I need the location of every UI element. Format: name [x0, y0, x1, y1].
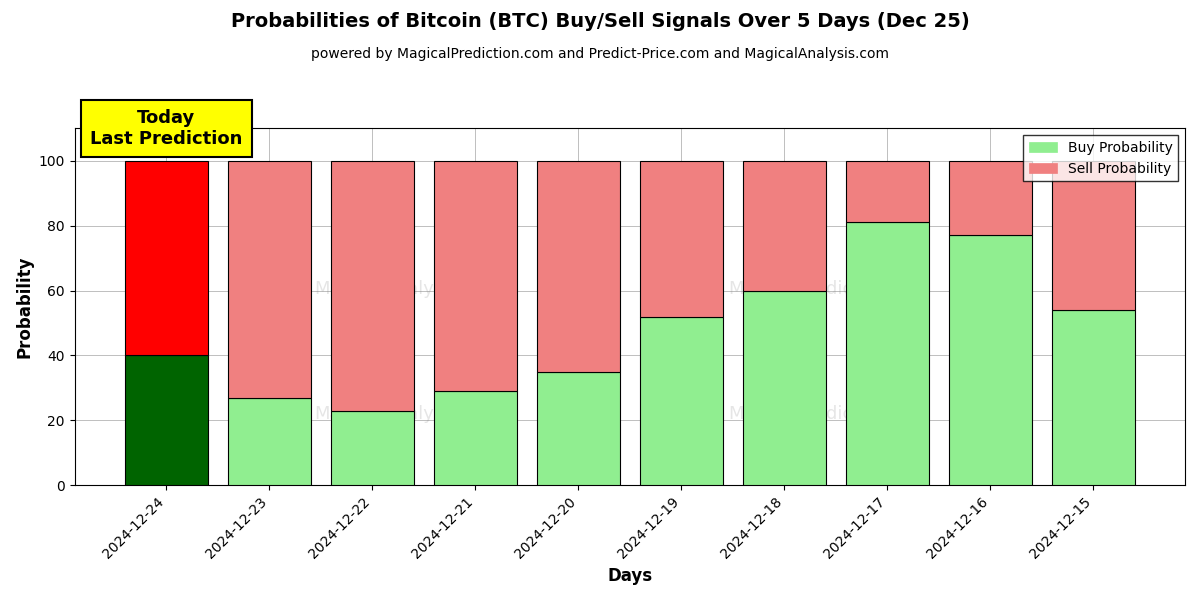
- Text: MagicalPrediction.com: MagicalPrediction.com: [728, 405, 931, 423]
- Bar: [1052, 310, 1134, 485]
- Bar: [1052, 161, 1134, 310]
- Bar: [640, 317, 722, 485]
- Bar: [228, 161, 311, 398]
- Text: MagicalAnalysis.com: MagicalAnalysis.com: [314, 405, 502, 423]
- Bar: [125, 355, 208, 485]
- Bar: [846, 161, 929, 223]
- X-axis label: Days: Days: [607, 567, 653, 585]
- Bar: [743, 161, 826, 290]
- Bar: [538, 161, 619, 371]
- Bar: [538, 371, 619, 485]
- Bar: [125, 161, 208, 355]
- Bar: [949, 235, 1032, 485]
- Bar: [434, 391, 516, 485]
- Legend: Buy Probability, Sell Probability: Buy Probability, Sell Probability: [1024, 136, 1178, 181]
- Text: Probabilities of Bitcoin (BTC) Buy/Sell Signals Over 5 Days (Dec 25): Probabilities of Bitcoin (BTC) Buy/Sell …: [230, 12, 970, 31]
- Bar: [331, 410, 414, 485]
- Text: MagicalAnalysis.com: MagicalAnalysis.com: [314, 280, 502, 298]
- Bar: [743, 290, 826, 485]
- Bar: [434, 161, 516, 391]
- Bar: [846, 223, 929, 485]
- Bar: [228, 398, 311, 485]
- Bar: [949, 161, 1032, 235]
- Text: Today
Last Prediction: Today Last Prediction: [90, 109, 242, 148]
- Text: powered by MagicalPrediction.com and Predict-Price.com and MagicalAnalysis.com: powered by MagicalPrediction.com and Pre…: [311, 47, 889, 61]
- Bar: [331, 161, 414, 410]
- Y-axis label: Probability: Probability: [16, 256, 34, 358]
- Bar: [640, 161, 722, 317]
- Text: MagicalPrediction.com: MagicalPrediction.com: [728, 280, 931, 298]
